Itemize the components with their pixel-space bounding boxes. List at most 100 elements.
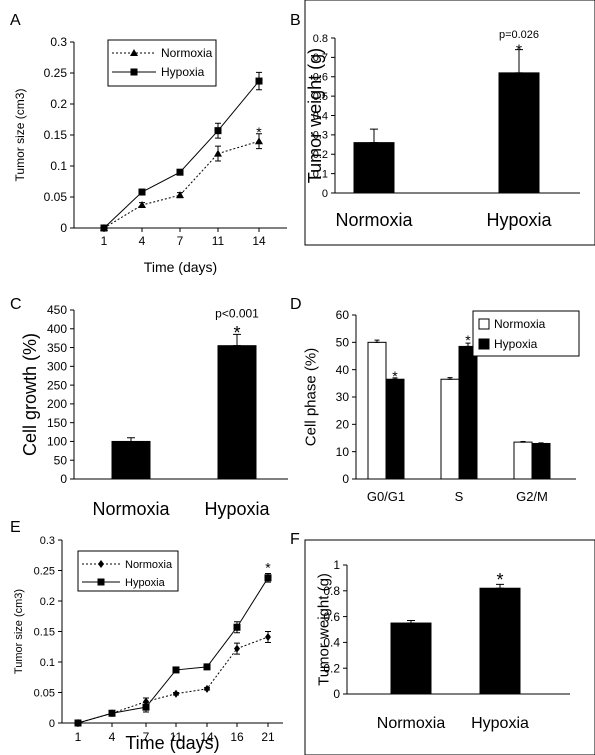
error-bar (447, 377, 453, 380)
x-tick-label: 21 (261, 730, 275, 744)
y-tick-label: 0.4 (313, 110, 328, 122)
x-tick-label: 1 (101, 234, 108, 248)
y-tick-label: 0.3 (50, 35, 67, 49)
bar (390, 622, 432, 695)
series-line-normoxia (103, 140, 260, 229)
panel-a: A 0 0.05 0.1 0.15 0.2 0.25 0.3 Tumor size (cm3) 1… (10, 12, 287, 275)
y-tick-label: 0.4 (323, 636, 340, 650)
panel-label: E (10, 519, 21, 536)
error-bar (520, 441, 526, 443)
data-point (172, 666, 180, 674)
y-tick-label: 0.05 (34, 687, 55, 699)
y-tick-label: 0.3 (40, 535, 55, 547)
x-tick-label: 4 (139, 234, 146, 248)
y-tick-label: 10 (336, 445, 350, 459)
error-bar (374, 339, 380, 343)
y-axis-label: Tumor size (cm3) (13, 89, 27, 182)
legend: Normoxia Hypoxia (77, 550, 179, 592)
legend-label: Hypoxia (125, 577, 166, 589)
y-tick-label: 150 (47, 416, 67, 430)
panel-label: B (290, 12, 301, 29)
y-tick-label: 1 (333, 558, 340, 572)
bar (531, 442, 551, 480)
x-tick-label: 14 (252, 234, 266, 248)
x-tick-label: 7 (143, 730, 150, 744)
data-point (108, 709, 116, 717)
x-tick-label: S (455, 489, 464, 504)
y-tick-label: 300 (47, 360, 67, 374)
data-point (204, 684, 210, 693)
error-bar (392, 377, 398, 380)
y-axis-label: Tumor weight (g) (305, 48, 325, 183)
data-point (74, 719, 82, 727)
panel-e: E 0 0.05 0.1 0.15 0.2 0.25 0.3 Tumor size (cm3) 1… (10, 519, 283, 753)
data-point (214, 149, 222, 157)
bar (353, 142, 395, 194)
x-tick-label: 16 (230, 730, 244, 744)
legend-label: Normoxia (125, 559, 173, 571)
x-tick-label: Hypoxia (204, 499, 270, 519)
significance-star: * (392, 368, 398, 384)
y-tick-label: 0 (333, 687, 340, 701)
significance-star: * (496, 570, 503, 590)
y-tick-label: 350 (47, 341, 67, 355)
data-point (203, 663, 211, 671)
legend-frame (107, 39, 217, 87)
bar (498, 72, 540, 194)
y-tick-label: 0 (342, 472, 349, 486)
x-tick-label: 7 (177, 234, 184, 248)
y-axis-label: Cell growth (%) (20, 333, 40, 456)
bar (385, 378, 405, 480)
y-tick-label: 0.1 (40, 657, 55, 669)
bar (513, 441, 533, 480)
y-tick-label: 30 (336, 390, 350, 404)
data-point (264, 574, 272, 582)
y-tick-label: 0.8 (313, 33, 328, 45)
legend-label: Hypoxia (161, 65, 205, 79)
legend-frame (472, 310, 580, 357)
y-tick-label: 400 (47, 322, 67, 336)
x-tick-label: Normoxia (377, 715, 446, 732)
legend-marker (98, 560, 104, 568)
error-bar (515, 49, 523, 74)
data-point (138, 201, 146, 209)
y-tick-label: 0.25 (44, 66, 68, 80)
legend-label: Hypoxia (494, 337, 538, 351)
bar (367, 341, 387, 480)
legend-marker (130, 49, 138, 56)
bar (479, 587, 521, 695)
y-tick-label: 200 (47, 397, 67, 411)
x-tick-label: G2/M (516, 489, 548, 504)
y-tick-label: 250 (47, 378, 67, 392)
bar (111, 440, 151, 480)
y-tick-label: 40 (336, 363, 350, 377)
series-line-hypoxia (103, 80, 260, 229)
y-tick-label: 0.3 (313, 130, 328, 142)
data-point (234, 644, 240, 653)
y-tick-label: 0 (60, 472, 67, 486)
series-line-hypoxia (77, 577, 269, 724)
error-bar (370, 128, 378, 144)
y-tick-label: 0.8 (323, 584, 340, 598)
bar (458, 345, 478, 480)
x-tick-label: Hypoxia (471, 715, 529, 732)
bar (440, 378, 460, 480)
y-tick-label: 450 (47, 303, 67, 317)
x-tick-label: Normoxia (335, 210, 413, 230)
error-bar (538, 442, 544, 444)
p-value-label: p=0.026 (499, 29, 539, 41)
legend-frame (77, 550, 179, 592)
y-axis-label: Cell phase (%) (303, 348, 320, 446)
panel-c: C 0 50 100 150 200 250 300 350 400 450 Cell growth … (10, 296, 288, 519)
y-tick-label: 50 (336, 336, 350, 350)
y-tick-label: 20 (336, 418, 350, 432)
y-tick-label: 0.15 (34, 626, 55, 638)
y-tick-label: 0.6 (323, 610, 340, 624)
error-bar (233, 333, 241, 347)
x-tick-label: 11 (212, 234, 225, 248)
panel-frame (304, 0, 595, 246)
panel-frame (304, 539, 595, 755)
x-tick-label: Normoxia (92, 499, 170, 519)
y-tick-label: 0.7 (313, 52, 328, 64)
